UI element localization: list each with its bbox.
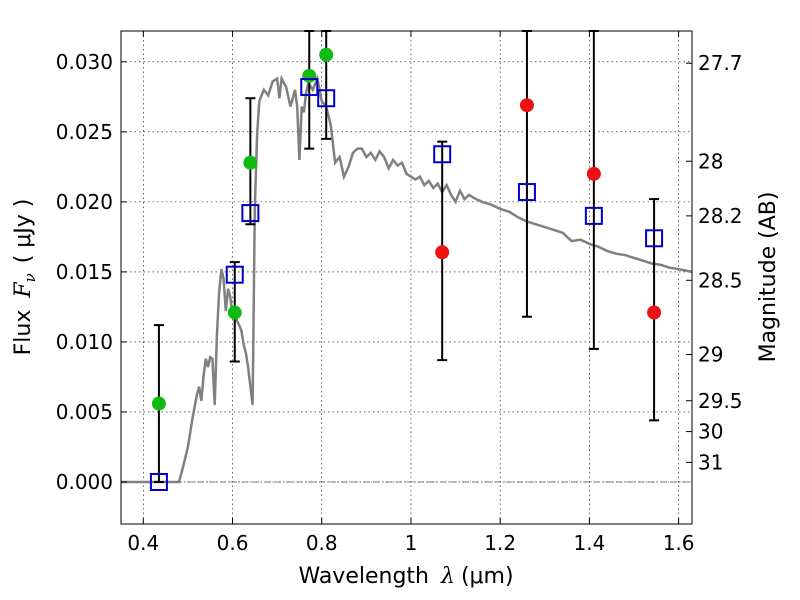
detection-point xyxy=(151,396,166,411)
grid-lines xyxy=(121,31,692,524)
x-tick-label: 0.4 xyxy=(127,531,159,555)
x-tick-label: 1.6 xyxy=(663,531,695,555)
model-flux-square xyxy=(241,204,260,223)
magnitude-tick-label: 31 xyxy=(698,450,723,474)
magnitude-tick-label: 27.7 xyxy=(698,51,743,75)
data-markers xyxy=(149,47,664,491)
model-flux-square xyxy=(584,206,603,225)
magnitude-tick-label: 29 xyxy=(698,343,723,367)
model-flux-square xyxy=(149,472,168,491)
upper-limit-point xyxy=(647,305,662,320)
x-axis-label: Wavelength λ (μm) xyxy=(298,564,513,589)
model-spectrum-line xyxy=(121,74,693,484)
model-flux-square xyxy=(300,78,319,97)
axis-ticks: 0.4 0.6 0.8 1 1.2 1.4 1.6 0.000 0.005 0.010 0.015 0… xyxy=(56,31,743,555)
y-tick-label: 0.020 xyxy=(56,190,113,214)
x-tick-label: 1.4 xyxy=(573,531,605,555)
y-axis-label: FluxFν( μJy ) xyxy=(11,199,39,356)
y-tick-label: 0.005 xyxy=(56,400,113,424)
y-tick-label: 0.025 xyxy=(56,120,113,144)
magnitude-tick-label: 30 xyxy=(698,420,723,444)
magnitude-tick-label: 29.5 xyxy=(698,389,743,413)
magnitude-tick-label: 28 xyxy=(698,149,723,173)
magnitude-axis-label: Magnitude (AB) xyxy=(756,192,781,363)
x-tick-label: 0.6 xyxy=(217,531,249,555)
upper-limit-point xyxy=(586,166,601,181)
y-tick-label: 0.030 xyxy=(56,50,113,74)
y-tick-label: 0.000 xyxy=(56,470,113,494)
detection-point xyxy=(243,155,258,170)
magnitude-tick-label: 28.5 xyxy=(698,268,743,292)
magnitude-tick-label: 28.2 xyxy=(698,204,743,228)
model-flux-square xyxy=(517,183,536,202)
x-tick-label: 0.8 xyxy=(306,531,338,555)
plot-frame xyxy=(120,30,693,525)
model-flux-square xyxy=(317,89,336,108)
model-flux-square xyxy=(433,145,452,164)
model-flux-square xyxy=(645,229,664,248)
detection-point xyxy=(302,68,317,83)
upper-limit-point xyxy=(519,98,534,113)
detection-point xyxy=(319,47,334,62)
y-tick-label: 0.015 xyxy=(56,260,113,284)
upper-limit-point xyxy=(435,245,450,260)
error-bars xyxy=(153,30,660,483)
x-tick-label: 1.2 xyxy=(484,531,516,555)
model-flux-square xyxy=(225,265,244,284)
y-tick-label: 0.010 xyxy=(56,330,113,354)
detection-point xyxy=(227,305,242,320)
x-tick-label: 1 xyxy=(405,531,418,555)
